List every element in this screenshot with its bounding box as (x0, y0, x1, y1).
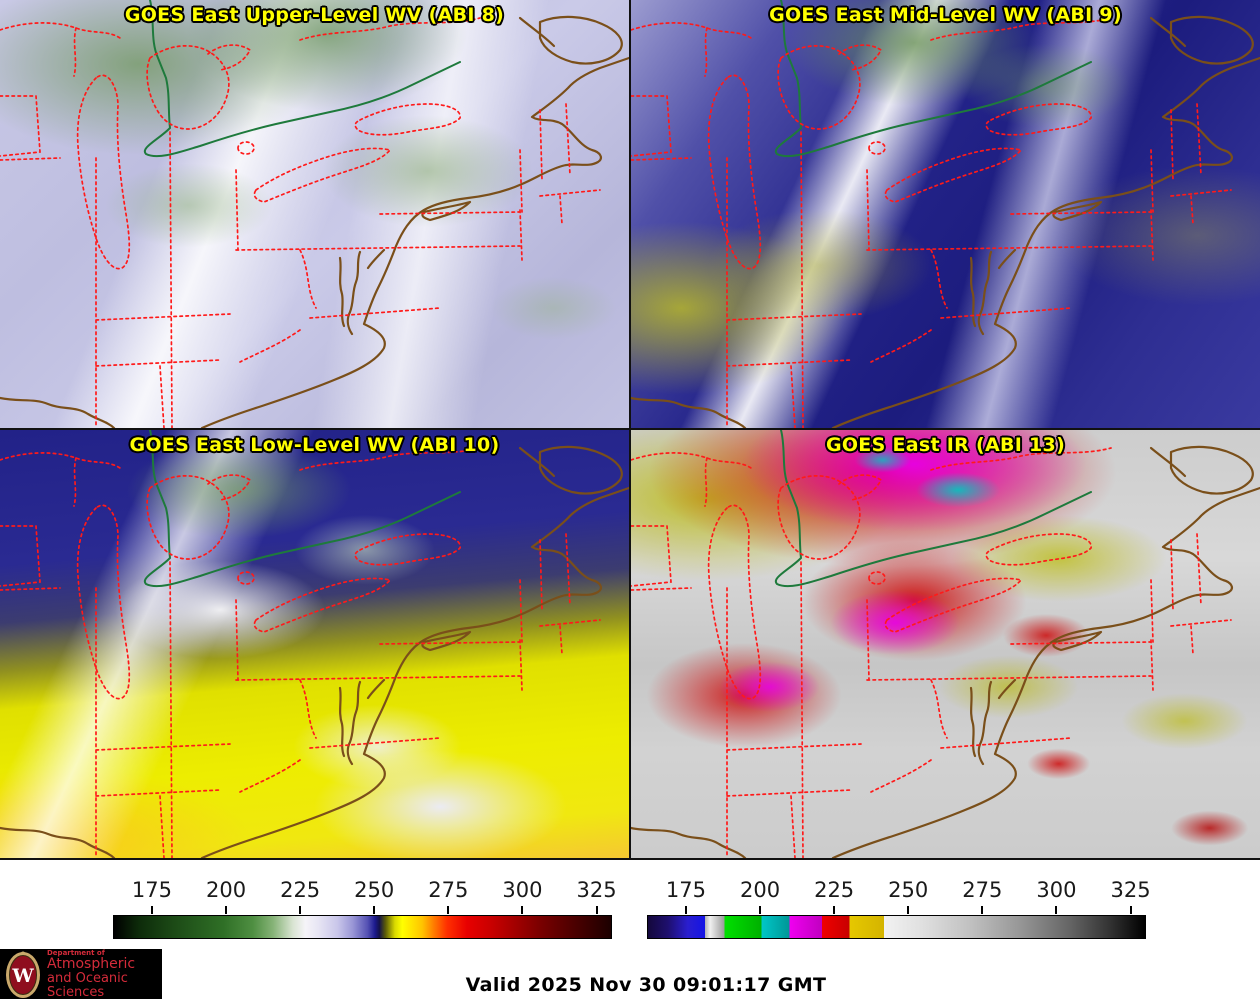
logo-line-oceanic: and Oceanic Sciences (47, 971, 128, 999)
panel-title-abi9: GOES East Mid-Level WV (ABI 9) (769, 4, 1122, 26)
tick-label: 325 (576, 878, 617, 902)
lake-outlines-path (76, 74, 131, 270)
map-overlay (0, 0, 629, 428)
panel-title-abi10: GOES East Low-Level WV (ABI 10) (129, 434, 500, 456)
state-borders-path (631, 95, 1232, 428)
map-overlay-svg (0, 0, 629, 428)
lake-outlines-path (707, 74, 762, 270)
tick-label: 200 (739, 878, 781, 902)
map-overlay-svg (0, 430, 629, 858)
wv-colorbar-tick-marks (113, 906, 612, 915)
valid-timestamp: Valid 2025 Nov 30 09:01:17 GMT (465, 974, 827, 996)
logo-line-atmospheric: Atmospheric (47, 956, 136, 973)
state-borders-path (0, 525, 601, 858)
panel-mid-level-wv: GOES East Mid-Level WV (ABI 9) (631, 0, 1260, 428)
coastline-path (831, 56, 1260, 428)
international-border-path (143, 0, 461, 158)
wv-colorbar-tick-labels: 175 200 225 250 275 300 325 (113, 878, 617, 906)
logo-line-department: Department of (47, 948, 105, 957)
ir-colorbar: 175 200 225 250 275 300 325 (647, 878, 1151, 939)
map-overlay (631, 0, 1260, 428)
wv-gradient-bar (113, 915, 612, 939)
lake-outlines-path (707, 504, 762, 700)
tick-label: 175 (131, 878, 172, 902)
state-borders-path (0, 95, 601, 428)
tick-label: 300 (1036, 878, 1077, 902)
tick-label: 275 (962, 878, 1003, 902)
tick-label: 275 (428, 878, 469, 902)
logo-text: Department of Atmospheric and Oceanic Sc… (47, 948, 162, 999)
map-overlay-svg (631, 0, 1260, 428)
tick-label: 175 (665, 878, 706, 902)
tick-label: 300 (502, 878, 543, 902)
lake-outlines-path (76, 504, 131, 700)
panel-ir: GOES East IR (ABI 13) (631, 430, 1260, 858)
coastline-path (200, 56, 629, 428)
international-border-path (774, 430, 1092, 588)
tick-label: 325 (1110, 878, 1151, 902)
satellite-image-abi13 (631, 430, 1260, 858)
panel-upper-level-wv: GOES East Upper-Level WV (ABI 8) (0, 0, 629, 428)
tick-label: 225 (280, 878, 321, 902)
uw-crest-icon: W (5, 951, 41, 999)
panel-title-abi13: GOES East IR (ABI 13) (825, 434, 1066, 456)
tick-label: 250 (888, 878, 929, 902)
tick-label: 250 (354, 878, 395, 902)
map-overlay (631, 430, 1260, 858)
uw-monogram: W (11, 965, 34, 987)
tick-label: 200 (205, 878, 247, 902)
wv-colorbar: 175 200 225 250 275 300 325 (113, 878, 617, 939)
tick-label: 225 (814, 878, 855, 902)
panel-low-level-wv: GOES East Low-Level WV (ABI 10) (0, 430, 629, 858)
satellite-image-abi10 (0, 430, 629, 858)
footer: 175 200 225 250 275 300 325 175 200 225 … (0, 860, 1260, 999)
ir-colorbar-tick-marks (647, 906, 1146, 915)
satellite-image-abi8 (0, 0, 629, 428)
international-border-path (774, 0, 1092, 158)
satellite-image-abi9 (631, 0, 1260, 428)
map-overlay (0, 430, 629, 858)
satellite-quad-grid: GOES East Upper-Level WV (ABI 8) GOES Ea… (0, 0, 1260, 860)
ir-gradient-bar (647, 915, 1146, 939)
coastline-path (200, 486, 629, 858)
panel-title-abi8: GOES East Upper-Level WV (ABI 8) (124, 4, 505, 26)
ir-colorbar-tick-labels: 175 200 225 250 275 300 325 (647, 878, 1151, 906)
map-overlay-svg (631, 430, 1260, 858)
state-borders-path (631, 525, 1232, 858)
uw-aos-logo[interactable]: W Department of Atmospheric and Oceanic … (0, 949, 162, 999)
coastline-path (831, 486, 1260, 858)
international-border-path (143, 430, 461, 588)
